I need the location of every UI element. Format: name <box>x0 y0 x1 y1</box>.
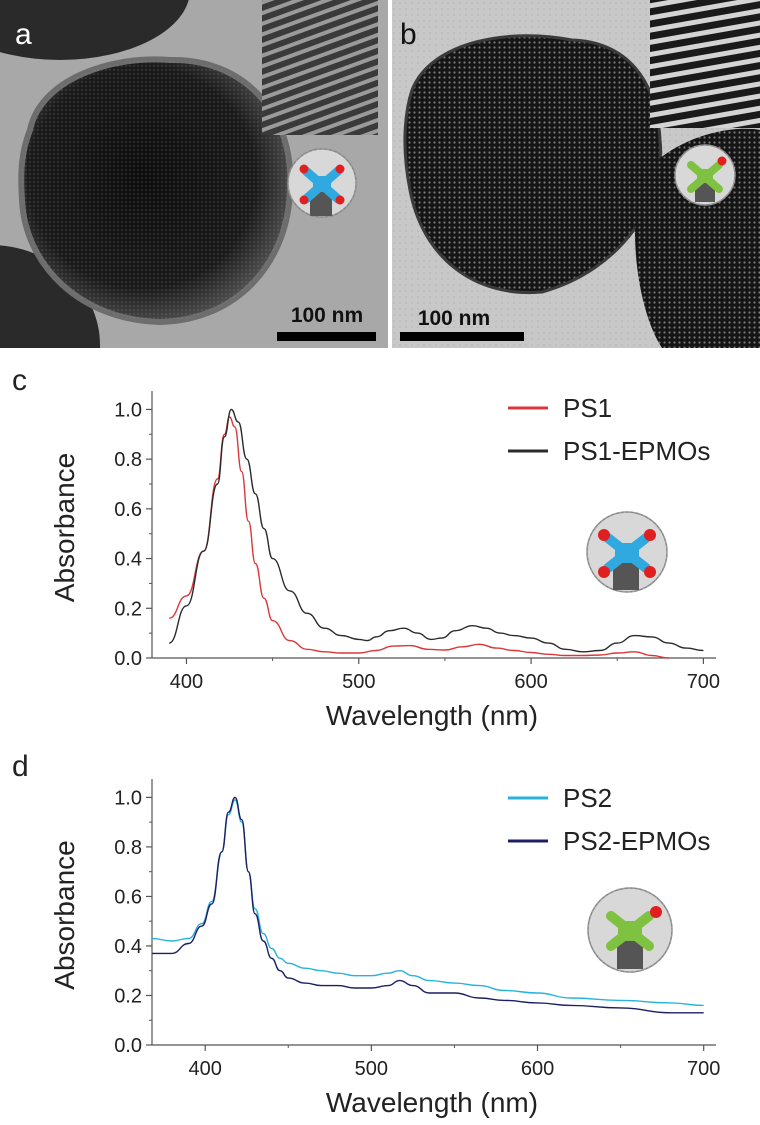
y-tick-label: 0.8 <box>114 837 142 859</box>
panel-letter-d: d <box>12 750 29 783</box>
x-tick-label: 400 <box>188 1058 221 1080</box>
x-tick-label: 600 <box>521 1058 554 1080</box>
x-tick-label: 700 <box>687 671 720 693</box>
tem-image-a: a 100 nm <box>0 0 388 348</box>
y-tick-label: 0.8 <box>114 449 142 471</box>
y-tick-label: 0.2 <box>114 598 142 620</box>
legend-label: PS2-EPMOs <box>563 826 710 856</box>
y-tick-label: 0.6 <box>114 499 142 521</box>
x-tick-label: 400 <box>170 671 203 693</box>
axes: 0.0 0.2 0.4 0.6 0.8 1.0 400 500 600 700 <box>114 391 720 693</box>
nanoparticle-model-icon <box>287 148 357 218</box>
legend-label: PS2 <box>563 783 612 813</box>
x-tick-label: 500 <box>342 671 375 693</box>
legend-label: PS1 <box>563 393 612 423</box>
y-tick-label: 0.6 <box>114 886 142 908</box>
y-tick-label: 1.0 <box>114 399 142 421</box>
nanoparticle-model-icon <box>586 511 668 593</box>
absorbance-chart-c: c 0.0 0.2 0.4 0.6 0.8 1.0 400 500 600 700 Waveleng… <box>0 352 760 740</box>
y-axis-label: Absorbance <box>49 840 80 989</box>
panel-letter-c: c <box>12 364 27 397</box>
y-tick-label: 0.2 <box>114 985 142 1007</box>
tem-image-b: b 100 nm <box>392 0 760 348</box>
series-line-ps1 <box>169 416 669 659</box>
y-tick-label: 0.0 <box>114 648 142 670</box>
y-axis-label: Absorbance <box>49 453 80 602</box>
absorbance-chart-d: d 0.0 0.2 0.4 0.6 0.8 1.0 400 500 600 700 Waveleng… <box>0 740 760 1125</box>
panel-letter-a: a <box>15 18 32 51</box>
scale-bar-b <box>400 332 524 341</box>
scale-bar-label-a: 100 nm <box>291 304 363 327</box>
y-tick-label: 1.0 <box>114 787 142 809</box>
nanoparticle-model-icon <box>674 144 736 206</box>
series-line-ps2-epmos <box>152 796 704 1014</box>
x-tick-label: 500 <box>355 1058 388 1080</box>
x-tick-label: 700 <box>687 1058 720 1080</box>
x-axis-label: Wavelength (nm) <box>326 1087 538 1118</box>
panel-letter-b: b <box>400 18 417 51</box>
y-tick-label: 0.0 <box>114 1035 142 1057</box>
x-axis-label: Wavelength (nm) <box>326 700 538 731</box>
x-tick-label: 600 <box>514 671 547 693</box>
inset-highres-a <box>262 0 378 135</box>
legend-label: PS1-EPMOs <box>563 436 710 466</box>
y-tick-label: 0.4 <box>114 936 142 958</box>
y-tick-label: 0.4 <box>114 549 142 571</box>
legend: PS2 PS2-EPMOs <box>508 783 710 856</box>
scale-bar-label-b: 100 nm <box>418 307 490 330</box>
legend: PS1 PS1-EPMOs <box>508 393 710 466</box>
nanoparticle-model-icon <box>587 887 673 973</box>
scale-bar-a <box>277 332 376 341</box>
inset-highres-b <box>650 0 760 128</box>
series-line-ps1-epmos <box>168 408 704 653</box>
axes: 0.0 0.2 0.4 0.6 0.8 1.0 400 500 600 700 <box>114 779 720 1080</box>
